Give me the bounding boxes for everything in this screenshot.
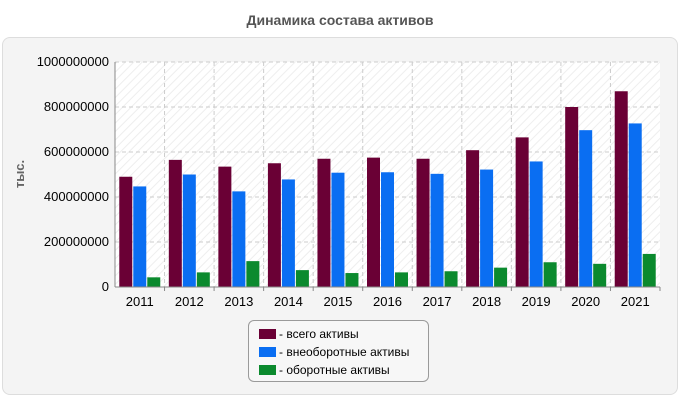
bar-current-assets: [593, 263, 607, 287]
y-tick-label: 200000000: [44, 234, 109, 249]
bar-noncurrent-assets: [281, 179, 295, 287]
y-axis-label: тыс.: [12, 160, 27, 188]
y-tick-label: 600000000: [44, 144, 109, 159]
bar-total-assets: [267, 163, 281, 287]
x-tick-label: 2013: [224, 294, 253, 309]
legend-item-total-assets: - всего активы: [249, 325, 428, 343]
chart-title: Динамика состава активов: [246, 12, 434, 28]
bar-total-assets: [218, 166, 232, 287]
legend: - всего активы - внеоборотные активы - о…: [248, 320, 429, 382]
x-tick-label: 2011: [126, 294, 154, 309]
y-tick-label: 0: [102, 279, 109, 294]
bar-current-assets: [246, 261, 260, 287]
bar-noncurrent-assets: [430, 173, 444, 287]
bar-total-assets: [416, 158, 430, 287]
bar-current-assets: [444, 271, 458, 287]
legend-swatch-current-assets: [259, 365, 276, 375]
bar-current-assets: [196, 272, 210, 287]
bar-noncurrent-assets: [529, 161, 543, 287]
bar-current-assets: [395, 272, 408, 287]
x-tick-label: 2016: [373, 294, 402, 309]
bar-total-assets: [614, 91, 628, 287]
bar-total-assets: [367, 157, 380, 287]
bar-current-assets: [494, 267, 508, 287]
axes: 0 200000000 400000000 600000000 800000000 100…: [37, 54, 661, 309]
bar-noncurrent-assets: [182, 174, 196, 287]
bar-noncurrent-assets: [480, 169, 494, 287]
bar-total-assets: [565, 107, 579, 287]
x-tick-label: 2012: [175, 294, 204, 309]
bar-current-assets: [345, 273, 359, 287]
x-tick-label: 2018: [472, 294, 501, 309]
legend-item-current-assets: - оборотные активы: [249, 361, 428, 379]
grid-lines: [115, 61, 660, 287]
legend-label-total-assets: - всего активы: [279, 327, 359, 341]
y-tick-label: 400000000: [44, 189, 109, 204]
bar-total-assets: [466, 150, 480, 287]
x-tick-label: 2020: [571, 294, 600, 309]
x-tick-label: 2021: [621, 294, 650, 309]
legend-item-noncurrent-assets: - внеоборотные активы: [249, 343, 428, 361]
bar-total-assets: [515, 137, 529, 287]
bar-noncurrent-assets: [579, 130, 593, 287]
bar-noncurrent-assets: [381, 172, 394, 287]
bars: [119, 91, 656, 287]
x-tick-label: 2014: [274, 294, 303, 309]
x-tick-label: 2017: [423, 294, 452, 309]
y-tick-label: 1000000000: [37, 54, 109, 69]
bar-noncurrent-assets: [628, 123, 642, 287]
y-tick-label: 800000000: [44, 99, 109, 114]
legend-swatch-total-assets: [259, 329, 276, 339]
bar-current-assets: [543, 262, 557, 287]
bar-noncurrent-assets: [232, 191, 246, 287]
bar-current-assets: [642, 253, 656, 287]
bar-total-assets: [119, 176, 133, 287]
bar-total-assets: [317, 158, 331, 287]
legend-label-noncurrent-assets: - внеоборотные активы: [279, 345, 410, 359]
legend-swatch-noncurrent-assets: [259, 347, 276, 357]
x-tick-label: 2019: [522, 294, 551, 309]
bar-noncurrent-assets: [331, 172, 345, 287]
bar-total-assets: [168, 159, 182, 287]
bar-current-assets: [295, 270, 309, 287]
legend-label-current-assets: - оборотные активы: [279, 363, 390, 377]
bar-noncurrent-assets: [133, 186, 147, 287]
x-tick-label: 2015: [323, 294, 352, 309]
bar-current-assets: [147, 277, 161, 287]
